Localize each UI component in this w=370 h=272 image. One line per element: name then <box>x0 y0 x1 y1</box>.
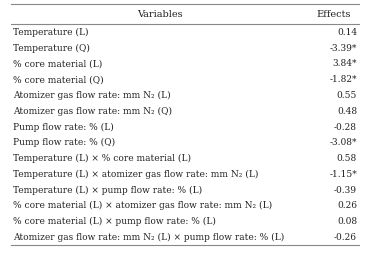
Text: -1.82*: -1.82* <box>330 75 357 84</box>
Text: % core material (Q): % core material (Q) <box>13 75 104 84</box>
Text: Temperature (L) × % core material (L): Temperature (L) × % core material (L) <box>13 154 191 163</box>
Text: 0.55: 0.55 <box>337 91 357 100</box>
Text: -0.28: -0.28 <box>334 122 357 132</box>
Text: Temperature (L) × atomizer gas flow rate: mm N₂ (L): Temperature (L) × atomizer gas flow rate… <box>13 170 258 179</box>
Text: Atomizer gas flow rate: mm N₂ (L): Atomizer gas flow rate: mm N₂ (L) <box>13 91 171 100</box>
Text: 0.08: 0.08 <box>337 217 357 226</box>
Text: 0.14: 0.14 <box>337 28 357 37</box>
Text: Temperature (L) × pump flow rate: % (L): Temperature (L) × pump flow rate: % (L) <box>13 186 202 195</box>
Text: Pump flow rate: % (Q): Pump flow rate: % (Q) <box>13 138 115 147</box>
Text: 0.26: 0.26 <box>337 201 357 211</box>
Text: Variables: Variables <box>137 10 183 19</box>
Text: -1.15*: -1.15* <box>329 170 357 179</box>
Text: Effects: Effects <box>317 10 351 19</box>
Text: Pump flow rate: % (L): Pump flow rate: % (L) <box>13 122 114 132</box>
Text: 0.48: 0.48 <box>337 107 357 116</box>
Text: % core material (L) × pump flow rate: % (L): % core material (L) × pump flow rate: % … <box>13 217 216 226</box>
Text: -0.26: -0.26 <box>334 233 357 242</box>
Text: Atomizer gas flow rate: mm N₂ (Q): Atomizer gas flow rate: mm N₂ (Q) <box>13 107 172 116</box>
Text: 0.58: 0.58 <box>337 154 357 163</box>
Text: Atomizer gas flow rate: mm N₂ (L) × pump flow rate: % (L): Atomizer gas flow rate: mm N₂ (L) × pump… <box>13 233 284 242</box>
Text: 3.84*: 3.84* <box>333 59 357 69</box>
Text: % core material (L) × atomizer gas flow rate: mm N₂ (L): % core material (L) × atomizer gas flow … <box>13 201 272 211</box>
Text: -0.39: -0.39 <box>334 186 357 195</box>
Text: Temperature (Q): Temperature (Q) <box>13 44 90 53</box>
Text: -3.08*: -3.08* <box>330 138 357 147</box>
Text: Temperature (L): Temperature (L) <box>13 28 88 37</box>
Text: -3.39*: -3.39* <box>330 44 357 53</box>
Text: % core material (L): % core material (L) <box>13 59 102 69</box>
